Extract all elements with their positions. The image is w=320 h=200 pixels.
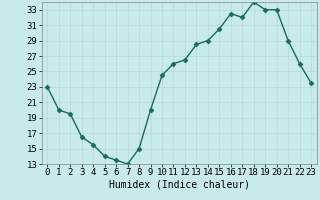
X-axis label: Humidex (Indice chaleur): Humidex (Indice chaleur) xyxy=(109,180,250,190)
